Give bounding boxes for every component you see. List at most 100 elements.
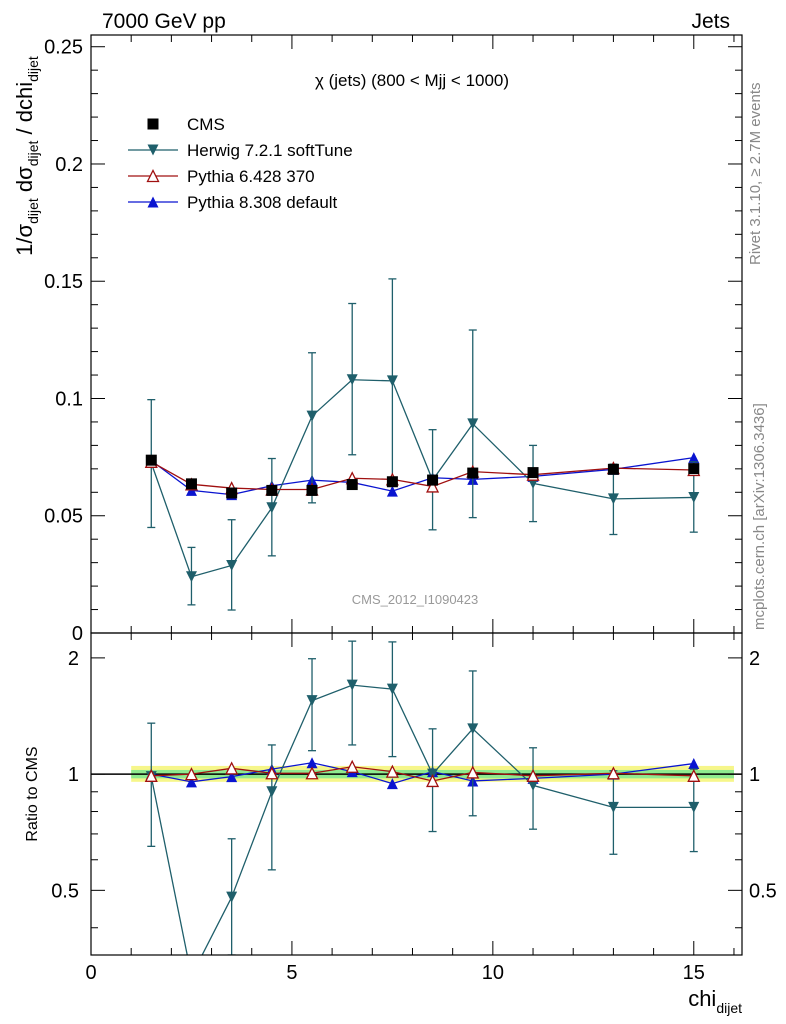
x-axis-label: chidijet: [688, 986, 742, 1016]
data-point: [426, 479, 440, 493]
data-point: [386, 476, 398, 488]
ratio-point: [266, 786, 278, 798]
ratio-point: [226, 891, 238, 903]
ratio-point: [466, 765, 480, 779]
legend-label: Herwig 7.2.1 softTune: [187, 141, 353, 160]
ratio-panel: 0.5 0.5 1 1 2 2 0 5 10 15 Ratio to CMS chidijet: [24, 632, 777, 1016]
data-point: [688, 463, 700, 475]
data-point: [306, 410, 318, 422]
ratio-point: [688, 801, 700, 813]
ratio-point: [606, 766, 620, 780]
data-point: [185, 571, 197, 583]
ratio-point: [426, 774, 440, 788]
mcplots-label: mcplots.cern.ch [arXiv:1306.3436]: [751, 403, 768, 630]
ratio-y-label: Ratio to CMS: [24, 746, 41, 841]
main-panel: 0 0.05 0.1 0.15 0.2 0.25 χ (jets) (800 < Mjj …: [12, 34, 743, 645]
series-herwig-7-2-1-softtune: [145, 278, 700, 611]
ratio-line-pythia-6-428-370: [151, 766, 694, 782]
data-point: [266, 484, 278, 496]
legend-entry-herwig-7-2-1-softtune: Herwig 7.2.1 softTune: [128, 141, 353, 160]
data-point: [607, 493, 619, 505]
data-point: [226, 487, 238, 499]
ratio-y-tick-label-left: 2: [68, 648, 79, 670]
ratio-point: [306, 757, 318, 769]
ratio-line-pythia-8-308-default: [151, 762, 694, 785]
data-point: [607, 463, 619, 475]
data-point: [185, 478, 197, 490]
ratio-point: [225, 761, 239, 775]
legend-marker: [147, 196, 159, 208]
ratio-series-herwig-7-2-1-softtune: [145, 640, 700, 955]
ratio-point: [265, 766, 279, 780]
ratio-point: [386, 778, 398, 790]
ratio-y-tick-label-right: 1: [749, 764, 760, 786]
x-tick-label: 10: [482, 962, 504, 984]
ratio-y-tick-label-left: 1: [68, 764, 79, 786]
data-point: [386, 485, 398, 497]
ratio-point: [386, 683, 398, 695]
data-point: [688, 452, 700, 464]
y-tick-label: 0.1: [55, 388, 83, 410]
ratio-line-herwig-7-2-1-softtune: [150, 684, 694, 955]
watermark: CMS_2012_I1090423: [352, 592, 479, 607]
header-right: Jets: [691, 10, 730, 33]
ratio-point: [144, 768, 158, 782]
series-cms: [145, 454, 700, 499]
data-point: [467, 418, 479, 430]
ratio-point: [687, 768, 701, 782]
ratio-point: [467, 723, 479, 735]
legend-entry-pythia-8-308-default: Pythia 8.308 default: [128, 193, 338, 212]
data-point: [527, 467, 539, 479]
y-tick-label: 0: [72, 623, 83, 645]
y-tick-label: 0.2: [55, 154, 83, 176]
ratio-y-tick-label-right: 0.5: [749, 880, 777, 902]
ratio-y-tick-label-right: 2: [749, 648, 760, 670]
ratio-point: [385, 764, 399, 778]
legend-marker: [147, 144, 159, 156]
ratio-point: [306, 695, 318, 707]
data-point: [427, 474, 439, 486]
data-point: [306, 484, 318, 496]
rivet-label: Rivet 3.1.10, ≥ 2.7M events: [747, 83, 764, 266]
ratio-point: [527, 779, 539, 791]
ratio-point: [305, 766, 319, 780]
data-point: [226, 559, 238, 571]
ratio-frame: [90, 632, 743, 956]
legend-label: Pythia 8.308 default: [187, 193, 338, 212]
x-tick-label: 15: [683, 962, 705, 984]
data-point: [467, 467, 479, 479]
legend: CMS Herwig 7.2.1 softTune Pythia 6.428 370…: [128, 115, 353, 212]
x-tick-label: 5: [286, 962, 297, 984]
data-point: [346, 479, 358, 491]
ratio-point: [346, 679, 358, 691]
y-axis-label: 1/σdijet dσdijet / dchidijet: [12, 56, 41, 256]
ratio-point: [185, 776, 197, 788]
data-point: [346, 374, 358, 386]
legend-entry-cms: CMS: [147, 115, 225, 134]
series-line-pythia-6-428-370: [150, 461, 694, 491]
x-tick-label: 0: [85, 962, 96, 984]
data-point: [266, 502, 278, 514]
data-point: [688, 491, 700, 503]
legend-label: CMS: [187, 115, 225, 134]
legend-marker: [147, 118, 159, 130]
series-line-pythia-8-308-default: [150, 456, 694, 496]
ratio-point: [607, 801, 619, 813]
header-left: 7000 GeV pp: [102, 10, 226, 33]
ratio-point: [184, 767, 199, 781]
ratio-point: [526, 768, 540, 782]
data-point: [386, 375, 398, 387]
ratio-series-pythia-6-428-370: [144, 759, 701, 788]
legend-entry-pythia-6-428-370: Pythia 6.428 370: [128, 167, 315, 186]
ratio-point: [688, 758, 700, 770]
ratio-point: [345, 759, 359, 773]
y-tick-label: 0.05: [44, 506, 83, 528]
ratio-point: [226, 771, 238, 783]
series-line-herwig-7-2-1-softtune: [150, 379, 694, 578]
legend-label: Pythia 6.428 370: [187, 167, 315, 186]
y-tick-label: 0.15: [44, 271, 83, 293]
y-tick-label: 0.25: [44, 37, 83, 59]
legend-marker: [146, 169, 160, 183]
ratio-y-tick-label-left: 0.5: [51, 880, 79, 902]
